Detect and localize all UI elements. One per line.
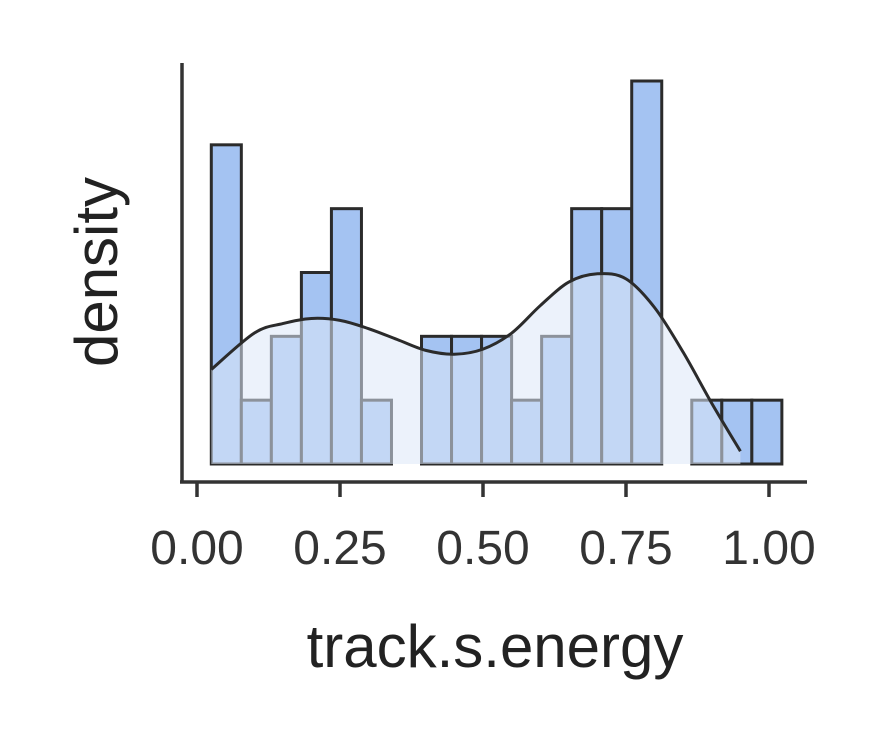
x-tick-label: 1.00 — [722, 522, 815, 575]
plot-area — [209, 79, 784, 466]
x-tick-label: 0.25 — [293, 522, 386, 575]
histogram-bar — [750, 398, 784, 466]
x-tick-label: 0.75 — [579, 522, 672, 575]
x-axis-title: track.s.energy — [307, 613, 684, 680]
x-tick-label: 0.50 — [436, 522, 529, 575]
axes — [180, 63, 807, 497]
x-tick-labels: 0.00 0.25 0.50 0.75 1.00 — [150, 522, 815, 575]
x-tick-label: 0.00 — [150, 522, 243, 575]
kde-line — [210, 272, 742, 452]
y-axis-title: density — [63, 177, 130, 367]
